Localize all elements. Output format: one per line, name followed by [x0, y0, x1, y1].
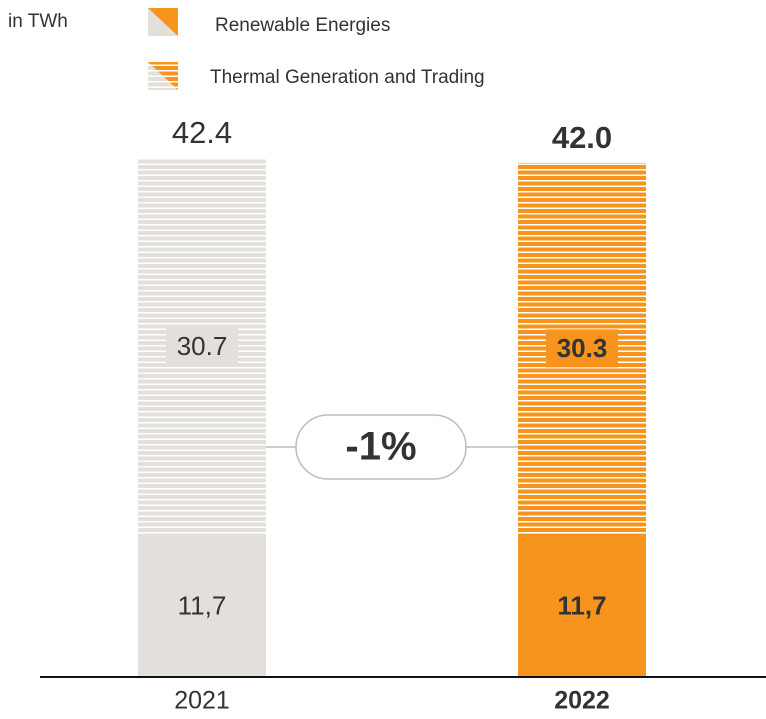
- unit-label: in TWh: [8, 11, 68, 32]
- segment-label: 11,7: [557, 590, 606, 620]
- segment-label: 30.3: [557, 333, 608, 363]
- segment-label: 11,7: [178, 590, 227, 620]
- legend-label: Thermal Generation and Trading: [210, 67, 485, 88]
- legend-label: Renewable Energies: [215, 15, 390, 36]
- bar-segment: [518, 533, 646, 677]
- x-tick-label: 2022: [554, 687, 610, 715]
- legend-icon-renewable: [148, 8, 178, 36]
- label-background: [166, 326, 238, 365]
- change-pill: [295, 414, 467, 480]
- change-annotation: -1%: [345, 425, 416, 469]
- total-label: 42.0: [552, 120, 612, 155]
- total-label: 42.4: [172, 115, 232, 150]
- label-background: [546, 329, 618, 368]
- segment-label: 30.7: [177, 331, 228, 361]
- x-tick-label: 2021: [174, 687, 230, 715]
- bar-segment: [138, 533, 266, 677]
- legend-icon-thermal: [148, 62, 178, 90]
